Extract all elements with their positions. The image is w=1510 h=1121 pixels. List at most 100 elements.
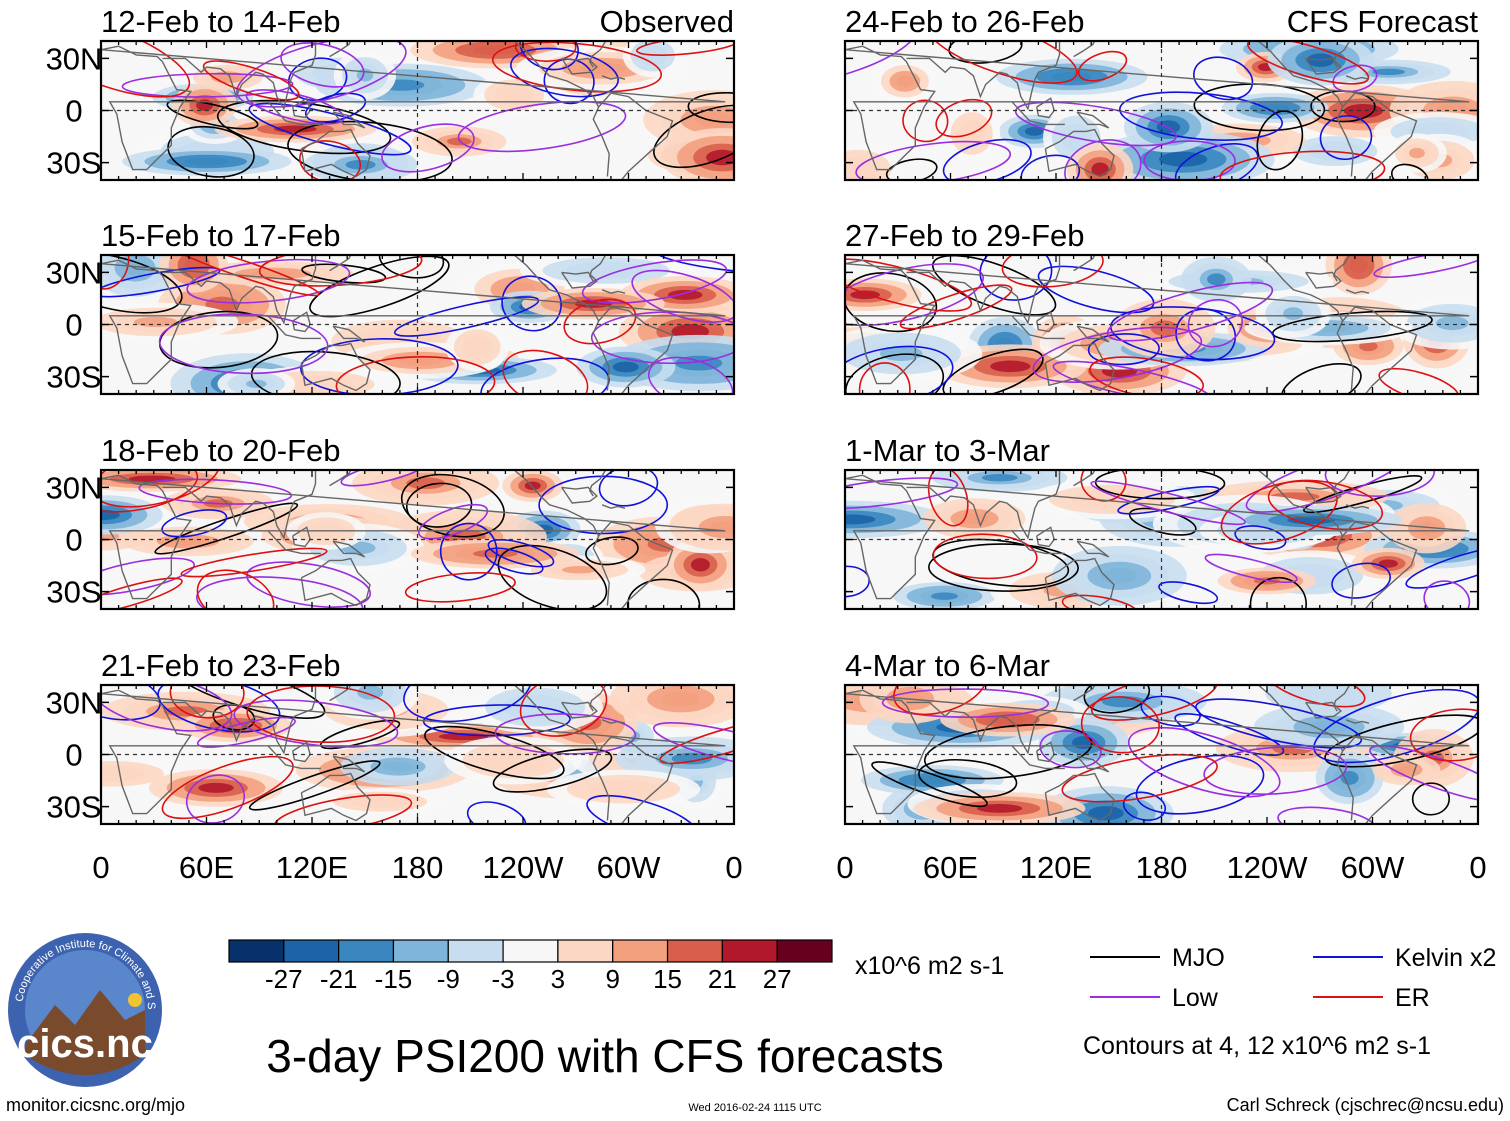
contour-line	[335, 356, 496, 394]
map-panel: 12-Feb to 14-Feb Observed 30N 0 30S	[46, 4, 736, 182]
anomaly-contour-fill	[1409, 147, 1425, 159]
contour-line	[121, 72, 294, 98]
contour-line	[1280, 362, 1362, 394]
coastline	[1345, 289, 1370, 294]
contour-line	[1267, 479, 1384, 531]
coastline	[845, 689, 1470, 815]
contour-line	[932, 533, 1038, 580]
contour-line	[161, 755, 294, 820]
contour-line	[258, 255, 423, 287]
contour-line	[1249, 576, 1307, 609]
coastline	[561, 486, 598, 504]
contour-line	[1122, 791, 1167, 821]
contour-line	[167, 255, 320, 297]
y-tick-label: 30S	[46, 790, 101, 825]
contour-line	[927, 470, 969, 527]
contour-line	[138, 478, 293, 505]
colorbar-tick-label: -21	[320, 964, 358, 994]
coastline	[1342, 92, 1418, 180]
contour-line	[1203, 746, 1348, 795]
contour-line	[405, 482, 473, 528]
coastline	[1342, 306, 1418, 394]
contour-line	[1158, 581, 1219, 605]
contour-line	[1106, 281, 1274, 342]
coastline	[1036, 741, 1055, 763]
anomaly-contour-fill	[1416, 521, 1438, 535]
coastline	[561, 57, 598, 75]
legend-label: MJO	[1172, 944, 1225, 972]
colorbar-swatch	[666, 939, 723, 963]
contour-line	[687, 91, 734, 124]
contour-line	[885, 158, 938, 180]
colorbar-tick-label: -3	[492, 964, 515, 994]
anomaly-contour-fill	[1024, 126, 1044, 136]
coastline	[332, 111, 366, 129]
panel-source-label: CFS Forecast	[1287, 4, 1479, 39]
y-tick-label: 0	[65, 308, 82, 343]
coastline	[1073, 41, 1096, 58]
anomaly-contour-fill	[961, 513, 988, 525]
coastline	[1257, 470, 1354, 606]
anomaly-contour-fill	[879, 346, 923, 361]
contour-line	[246, 685, 396, 743]
coastline	[329, 470, 352, 487]
coastline	[1076, 755, 1110, 773]
contour-line	[585, 536, 639, 566]
contour-line	[457, 100, 627, 153]
coastline	[101, 45, 726, 171]
colorbar-tick-label: 3	[551, 964, 565, 994]
colorbar-tick-label: -9	[437, 964, 460, 994]
contour-line	[1052, 360, 1212, 394]
y-tick-label: 0	[65, 94, 82, 129]
contour-line	[845, 41, 916, 82]
contour-line	[167, 125, 255, 178]
contour-line	[1083, 685, 1151, 714]
coastline	[1044, 342, 1115, 392]
coastline	[1073, 685, 1096, 702]
anomaly-contour-fill	[468, 340, 486, 354]
contour-line	[417, 503, 489, 540]
coastline	[329, 41, 352, 58]
coastline	[300, 128, 371, 178]
coastline	[292, 97, 311, 119]
coastline	[1305, 486, 1342, 504]
contour-line	[502, 349, 589, 394]
contour-line	[1119, 91, 1283, 141]
colorbar-swatch	[557, 939, 614, 963]
contour-line	[1331, 562, 1391, 599]
colorbar-swatch	[228, 939, 285, 963]
colorbar-units: x10^6 m2 s-1	[855, 952, 1004, 980]
coastline	[1333, 41, 1351, 68]
coastline	[906, 255, 1061, 325]
contour-line	[101, 255, 183, 314]
colorbar-tick-label: 21	[708, 964, 737, 994]
contour-line	[494, 713, 637, 755]
coastline	[513, 470, 610, 606]
colorbar-swatch	[338, 939, 395, 963]
anomaly-contour-fill	[1372, 68, 1405, 76]
contour-line	[309, 255, 450, 318]
x-tick-label: 60W	[597, 850, 661, 885]
contour-line	[519, 41, 579, 71]
y-tick-label: 0	[65, 738, 82, 773]
coastline	[1333, 470, 1351, 497]
panel-period-label: 27-Feb to 29-Feb	[845, 218, 1085, 253]
contour-line	[1193, 56, 1254, 101]
anomaly-contour-fill	[218, 73, 237, 81]
contour-line	[101, 470, 199, 513]
contour-line	[1409, 708, 1478, 762]
logo-text: cics.nc	[17, 1022, 153, 1066]
x-tick-label: 120E	[1020, 850, 1092, 885]
coastline	[300, 342, 371, 392]
contour-line	[1277, 806, 1377, 824]
anomaly-contour-fill	[1261, 104, 1290, 112]
anomaly-contour-fill	[398, 355, 442, 366]
contour-line	[185, 774, 246, 824]
contour-line	[1094, 470, 1226, 500]
contour-line	[1391, 163, 1429, 180]
colorbar-swatch	[502, 939, 559, 963]
coastline	[513, 41, 610, 177]
coastline	[561, 701, 598, 719]
